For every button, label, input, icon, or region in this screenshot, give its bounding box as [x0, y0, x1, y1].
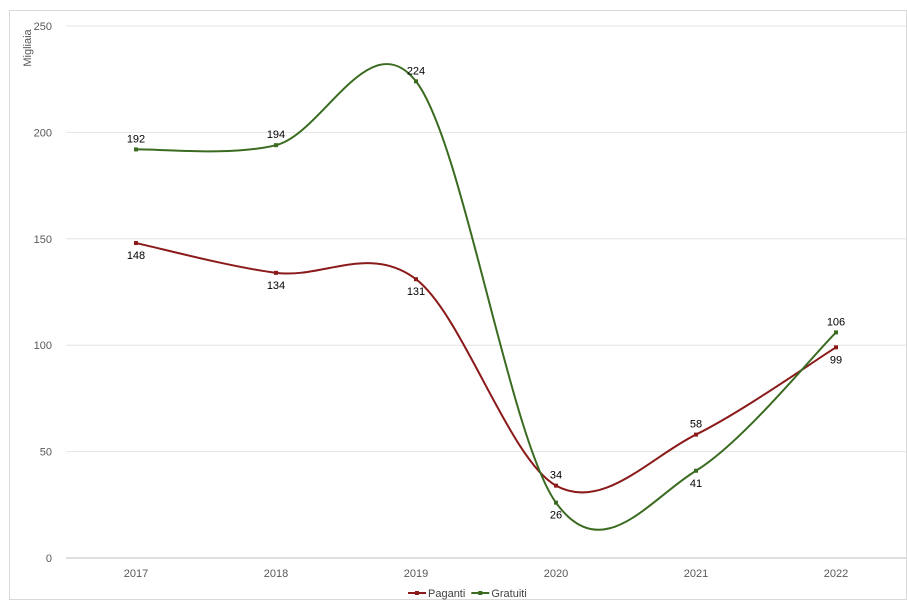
plot-frame — [9, 10, 907, 600]
data-label-paganti: 148 — [127, 250, 145, 262]
data-point-paganti — [414, 277, 418, 282]
data-label-gratuiti: 26 — [550, 510, 562, 522]
legend: Paganti Gratuiti — [408, 588, 527, 600]
data-labels: 148 134 131 34 58 99 192 194 224 26 41 106 — [127, 65, 845, 521]
y-tick-label: 150 — [34, 234, 52, 246]
y-tick-label: 50 — [40, 447, 52, 459]
data-point-paganti — [694, 432, 698, 437]
legend-label-gratuiti: Gratuiti — [491, 588, 526, 600]
x-tick-label: 2022 — [824, 568, 848, 580]
x-tick-label: 2019 — [404, 568, 428, 580]
data-point-gratuiti — [414, 79, 418, 84]
data-point-paganti — [134, 241, 138, 246]
data-point-gratuiti — [554, 500, 558, 505]
data-label-gratuiti: 106 — [827, 316, 845, 328]
data-point-gratuiti — [694, 468, 698, 473]
y-tick-label: 100 — [34, 340, 52, 352]
x-tick-label: 2021 — [684, 568, 708, 580]
data-label-paganti: 134 — [267, 280, 285, 292]
data-label-gratuiti: 224 — [407, 65, 425, 77]
data-label-paganti: 34 — [550, 470, 562, 482]
x-tick-label: 2020 — [544, 568, 568, 580]
x-tick-label: 2017 — [124, 568, 148, 580]
series-layer — [134, 63, 838, 531]
data-point-gratuiti — [274, 143, 278, 148]
y-tick-label: 250 — [34, 21, 52, 33]
y-axis-ticks: 0 50 100 150 200 250 — [34, 21, 52, 565]
legend-marker-gratuiti — [478, 591, 483, 595]
data-point-paganti — [554, 483, 558, 488]
data-label-gratuiti: 194 — [267, 129, 285, 141]
data-point-gratuiti — [134, 147, 138, 152]
y-axis-label: Migliaia — [22, 28, 34, 66]
y-tick-label: 0 — [46, 553, 52, 565]
x-tick-label: 2018 — [264, 568, 288, 580]
data-label-gratuiti: 41 — [690, 478, 702, 490]
data-label-gratuiti: 192 — [127, 133, 145, 145]
data-point-paganti — [834, 345, 838, 350]
gridlines — [66, 25, 906, 559]
data-label-paganti: 58 — [690, 419, 702, 431]
legend-marker-paganti — [415, 591, 419, 595]
data-label-paganti: 131 — [407, 286, 425, 298]
series-line-paganti — [135, 242, 837, 494]
data-point-paganti — [274, 270, 278, 275]
y-tick-label: 200 — [34, 127, 52, 139]
legend-label-paganti: Paganti — [428, 588, 465, 600]
x-axis-ticks: 2017 2018 2019 2020 2021 2022 — [124, 568, 848, 580]
data-point-gratuiti — [834, 330, 838, 335]
data-label-paganti: 99 — [830, 354, 842, 366]
series-line-gratuiti — [135, 63, 837, 531]
